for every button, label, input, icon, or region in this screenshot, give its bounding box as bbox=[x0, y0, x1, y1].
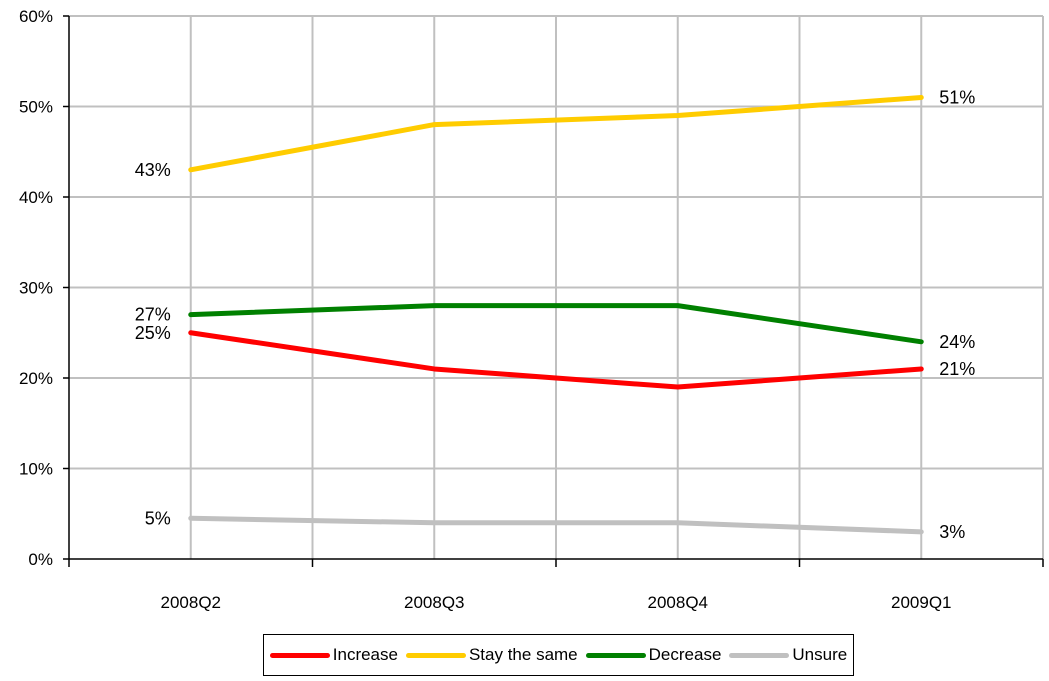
y-tick-label: 20% bbox=[19, 369, 53, 388]
legend-item: Stay the same bbox=[405, 645, 578, 665]
legend-swatch bbox=[729, 652, 790, 658]
data-label: 27% bbox=[135, 305, 171, 325]
series-line-decrease bbox=[188, 303, 924, 345]
legend-swatch bbox=[585, 652, 646, 658]
data-label: 43% bbox=[135, 160, 171, 180]
legend-item: Decrease bbox=[585, 645, 722, 665]
series-line-unsure bbox=[188, 515, 924, 535]
series-line-increase bbox=[188, 330, 924, 390]
legend-item: Unsure bbox=[729, 645, 847, 665]
legend: Increase Stay the same Decrease Unsure bbox=[263, 634, 854, 676]
x-tick-label: 2009Q1 bbox=[891, 593, 952, 612]
x-tick-label: 2008Q3 bbox=[404, 593, 465, 612]
series-lines bbox=[188, 94, 924, 535]
legend-swatch bbox=[269, 652, 330, 658]
legend-label: Decrease bbox=[648, 645, 722, 664]
y-tick-label: 30% bbox=[19, 279, 53, 298]
legend-swatch bbox=[405, 652, 466, 658]
legend-label: Unsure bbox=[792, 645, 848, 664]
data-label: 24% bbox=[939, 332, 975, 352]
data-label: 51% bbox=[939, 87, 975, 107]
data-label: 25% bbox=[135, 323, 171, 343]
y-tick-label: 50% bbox=[19, 98, 53, 117]
legend-label: Increase bbox=[332, 645, 398, 664]
data-label: 21% bbox=[939, 359, 975, 379]
y-tick-label: 10% bbox=[19, 460, 53, 479]
legend-item: Increase bbox=[269, 645, 398, 665]
y-tick-label: 0% bbox=[28, 550, 53, 569]
axes: 0% 10% 20% 30% 40% 50% 60% 2008Q2 2008Q3 2008Q4 20… bbox=[19, 7, 1044, 612]
y-tick-label: 40% bbox=[19, 188, 53, 207]
x-tick-label: 2008Q4 bbox=[648, 593, 709, 612]
x-tick-label: 2008Q2 bbox=[161, 593, 222, 612]
data-label: 3% bbox=[939, 522, 965, 542]
data-label: 5% bbox=[145, 508, 171, 528]
series-line-stay-the-same bbox=[188, 94, 924, 173]
legend-label: Stay the same bbox=[468, 645, 578, 664]
y-tick-label: 60% bbox=[19, 7, 53, 26]
data-labels: 25% 21% 43% 51% 27% 24% 5% 3% bbox=[135, 87, 976, 541]
